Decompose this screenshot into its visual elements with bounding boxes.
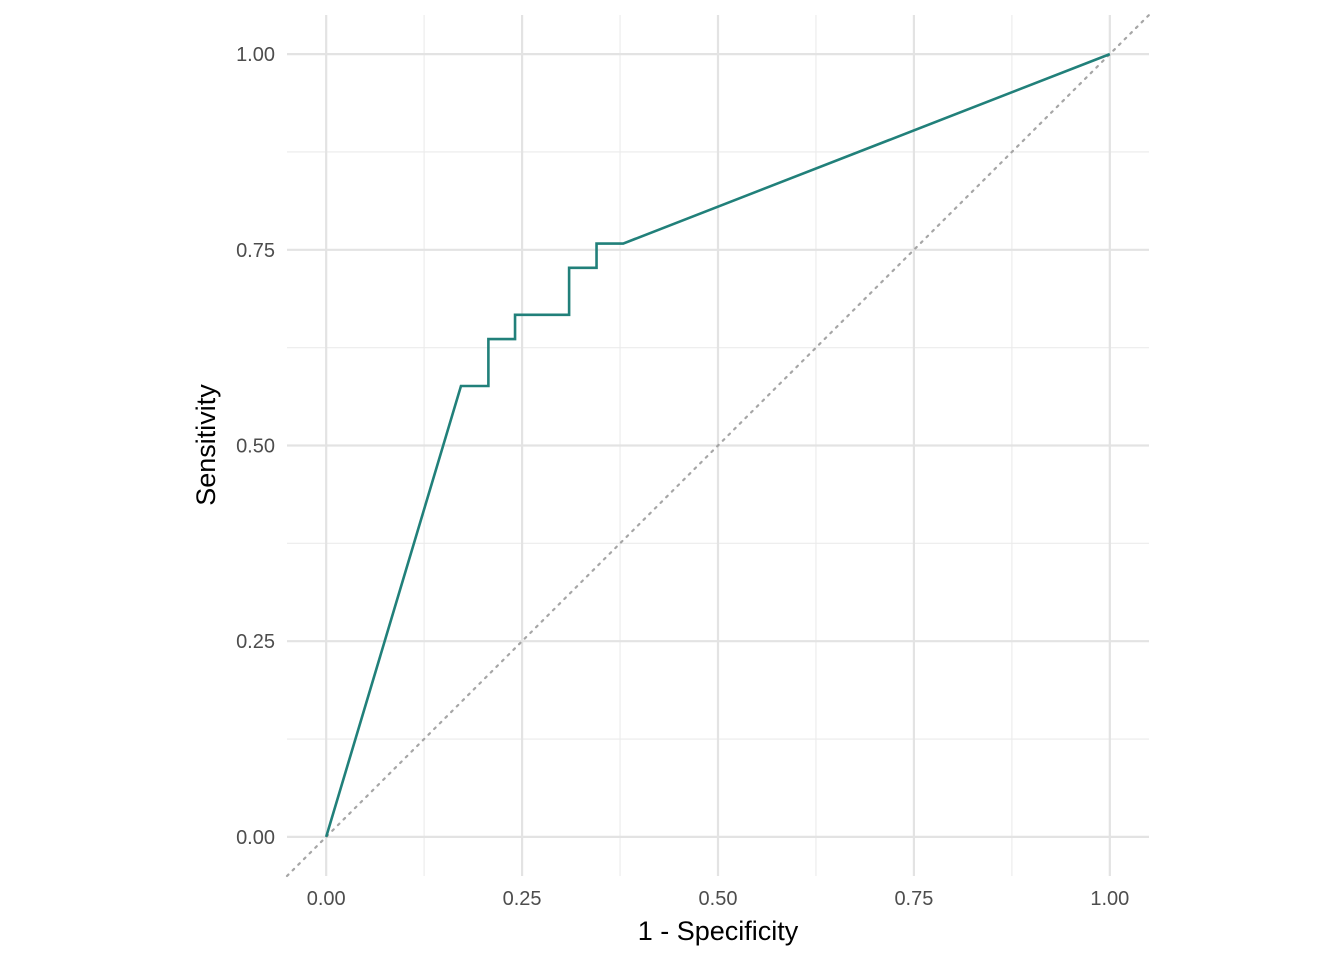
chance-diagonal-line bbox=[285, 13, 1151, 878]
x-axis-ticks: 0.00 0.25 0.50 0.75 1.00 bbox=[307, 888, 1130, 910]
y-tick-label: 0.25 bbox=[236, 631, 275, 653]
y-tick-label: 1.00 bbox=[236, 44, 275, 66]
x-tick-label: 0.75 bbox=[894, 888, 933, 910]
y-tick-label: 0.50 bbox=[236, 436, 275, 458]
grid bbox=[287, 15, 1149, 876]
y-axis-title: Sensitivity bbox=[191, 384, 221, 506]
x-tick-label: 1.00 bbox=[1090, 888, 1129, 910]
x-axis-title: 1 - Specificity bbox=[638, 916, 799, 946]
roc-curve-line bbox=[324, 52, 1111, 838]
y-tick-label: 0.75 bbox=[236, 240, 275, 262]
y-tick-label: 0.00 bbox=[236, 827, 275, 849]
y-axis-ticks: 0.00 0.25 0.50 0.75 1.00 bbox=[236, 44, 275, 849]
series-layer bbox=[324, 52, 1111, 838]
x-tick-label: 0.25 bbox=[503, 888, 542, 910]
x-tick-label: 0.50 bbox=[699, 888, 738, 910]
reference-layer bbox=[285, 13, 1151, 878]
x-tick-label: 0.00 bbox=[307, 888, 346, 910]
